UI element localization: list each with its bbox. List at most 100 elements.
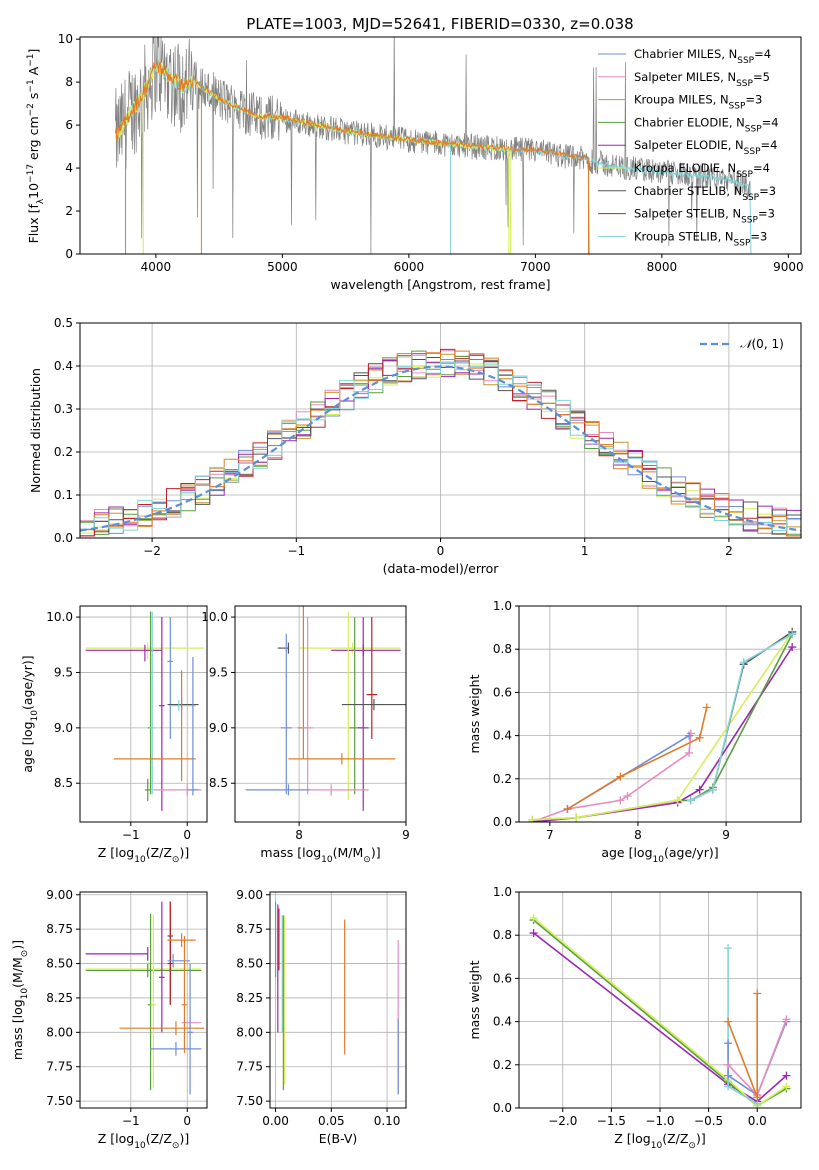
legend-entry: Kroupa ELODIE, NSSP=4 [634,161,770,180]
y-axis-label: mass weight [467,674,482,753]
label-part: 10 [653,855,665,865]
x-tick-label: 6000 [394,260,425,274]
x-tick-label: −1.0 [645,1114,674,1128]
legend-entry: Chabrier MILES, NSSP=4 [634,47,771,66]
label-part: age [log [20,721,35,772]
panel-age-vs-mass: 8 9 8.5 9.0 9.5 10.0 mass [log10(M/M⊙)] [201,605,410,865]
x-tick-label: 8 [634,828,642,842]
y-tick-label: 8.75 [236,922,263,936]
legend-entry: Kroupa STELIB, NSSP=3 [634,229,767,248]
weight-marker [529,913,538,922]
weight-marker [686,796,695,805]
y-axis-label: mass weight [467,960,482,1039]
y-tick-label: 10.0 [201,610,228,624]
axes-frame [79,605,208,823]
errorbar [309,784,369,796]
panel-age-vs-Z: −1 08.59.09.510.0Z [log10(Z/Z⊙)]age [log1… [20,605,208,865]
label-part: SSP [742,193,759,203]
weight-marker [724,1082,733,1091]
y-tick-label: 0 [65,247,73,261]
y-tick-label: 6 [65,118,73,132]
label-part: s [26,93,41,104]
panel-mass-vs-Z: −1 07.507.758.008.258.508.759.00Z [log10(… [10,888,208,1151]
label-part: −2 [26,103,36,116]
errorbar [144,778,151,801]
x-axis-label: Z [log10(Z/Z⊙)] [98,845,189,865]
x-tick-label: 9 [722,828,730,842]
errorbar [85,947,149,961]
label-part: (data-model)/error [383,561,500,576]
legend-entry: Salpeter STELIB, NSSP=3 [634,207,775,226]
x-tick-label: 0 [437,544,445,558]
y-tick-label: 8.50 [46,957,73,971]
weight-line [533,919,787,1107]
label-part: 10 [134,855,146,865]
weight-marker [702,703,711,712]
label-part: SSP [736,79,753,89]
errorbar [150,914,157,1088]
y-tick-label: 7.50 [46,1094,73,1108]
y-tick-label: 0.2 [54,445,73,459]
axes-frame [269,891,407,1109]
errorbar [167,901,174,1005]
errorbar [150,1041,202,1056]
weight-marker [782,1082,791,1091]
y-tick-label: 0.0 [493,815,512,829]
y-tick-label: 10.0 [46,610,73,624]
label-part: 10 [20,988,30,1000]
label-part: Kroupa MILES, N [634,93,729,107]
x-axis-label: wavelength [Angstrom, rest frame] [330,277,550,292]
errorbar [187,656,199,796]
gaussian-curve [80,365,801,532]
label-part: −17 [26,164,36,183]
weight-marker [528,815,537,822]
label-part: wavelength [Angstrom, rest frame] [330,277,550,292]
y-tick-label: 10 [58,32,73,46]
y-axis-label: age [log10(age/yr)] [20,655,40,772]
errorbar [302,617,314,795]
y-tick-label: 0.6 [493,971,512,985]
label-part: =5 [753,70,770,84]
x-tick-label: 0.0 [748,1114,767,1128]
y-tick-label: 0.8 [493,642,512,656]
panel-residual-histogram: −2 −1 0 1 2 0.0 0.1 0.2 0.3 0.4 0.5 (data-model)/er… [28,316,802,576]
label-part: =3 [745,93,762,107]
errorbar [149,611,156,795]
label-part: E(B-V) [319,1131,358,1146]
y-tick-label: 8 [65,75,73,89]
y-tick-label: 9.00 [46,888,73,902]
y-tick-label: 0.5 [54,316,73,330]
plot-area [519,606,801,822]
errorbar [85,963,202,978]
y-tick-label: 0.4 [54,359,73,373]
weight-marker [739,658,748,667]
y-tick-label: 1.0 [493,885,512,899]
legend-entry: 𝒩(0, 1) [740,337,784,351]
label-part: )] [179,845,189,860]
x-axis-label: Z [log10(Z/Z⊙)] [614,1131,705,1151]
y-tick-label: 0.6 [493,685,512,699]
weight-marker [616,796,625,805]
x-tick-label: −1 [122,828,140,842]
histogram-step [80,355,801,537]
label-part: Chabrier STELIB, N [634,184,742,198]
y-tick-label: 8.00 [46,1025,73,1039]
weight-line [567,707,708,810]
x-tick-label: 4000 [141,260,172,274]
weight-marker [708,785,717,794]
label-part: (Z/Z [662,1131,688,1146]
x-tick-label: −1.5 [597,1114,626,1128]
plot-area [80,606,207,822]
y-tick-label: 4 [65,161,73,175]
label-part: Salpeter ELODIE, N [634,138,744,152]
label-part: SSP [734,238,751,248]
errorbar [167,617,174,739]
y-tick-label: 7.75 [46,1060,73,1074]
axes-frame [79,36,802,255]
x-tick-label: 9 [402,828,410,842]
y-tick-label: 0.3 [54,402,73,416]
y-tick-label: 0.1 [54,488,73,502]
panel-mass-weight-vs-age: 7 8 9 0.0 0.2 0.4 0.6 0.8 1.0 age [log10(age/yr)]… [467,599,802,865]
errorbar [288,753,396,765]
x-tick-label: 1 [581,544,589,558]
